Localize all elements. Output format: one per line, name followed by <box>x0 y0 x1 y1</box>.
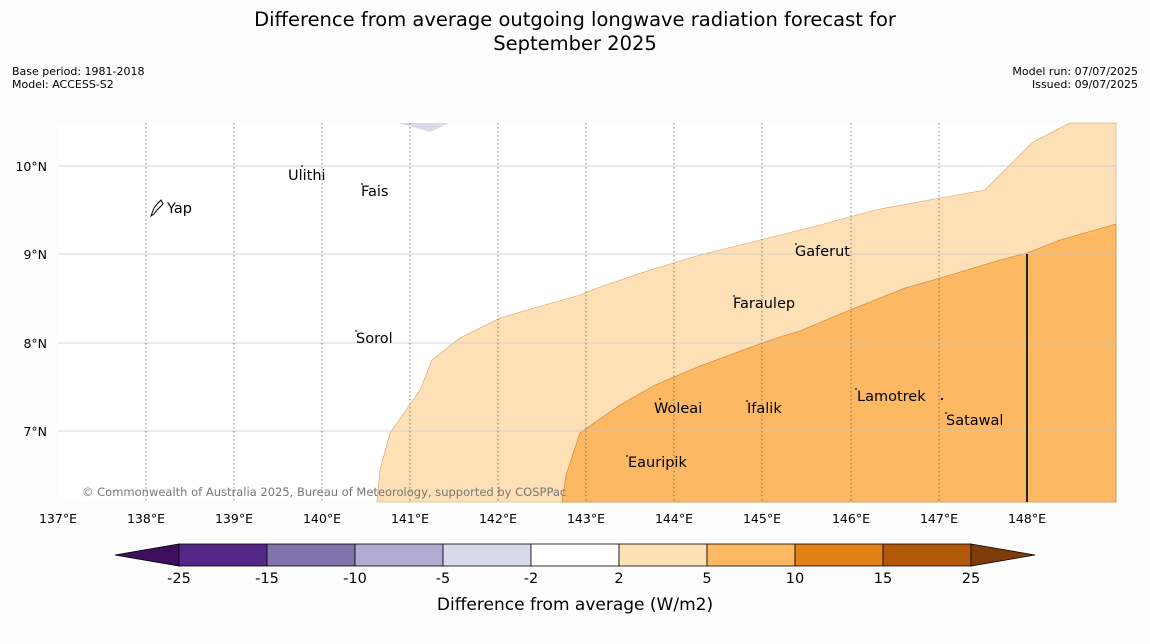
lon-tick-label: 141°E <box>391 511 429 526</box>
title-line-2: September 2025 <box>493 32 657 55</box>
colorbar-segments <box>178 543 972 567</box>
place-label-woleai: Woleai <box>654 401 702 417</box>
lon-tick-label: 145°E <box>743 511 781 526</box>
place-label-fais: Fais <box>361 184 388 200</box>
colorbar-title: Difference from average (W/m2) <box>437 595 713 615</box>
chart-title: Difference from average outgoing longwav… <box>0 8 1150 56</box>
title-line-1: Difference from average outgoing longwav… <box>254 8 896 31</box>
latitude-tick-labels: 10°N 9°N 8°N 7°N <box>15 159 47 439</box>
lon-tick-label: 142°E <box>479 511 517 526</box>
lon-tick-label: 139°E <box>215 511 253 526</box>
colorbar-segment <box>442 543 532 567</box>
colorbar-segment <box>618 543 708 567</box>
meta-left: Base period: 1981-2018 Model: ACCESS-S2 <box>12 65 144 91</box>
anomaly-region-minus-2-to-minus-5 <box>398 123 449 132</box>
colorbar-segment <box>530 543 620 567</box>
lon-tick-label: 147°E <box>920 511 958 526</box>
colorbar-legend: -25 -15 -10 -5 -2 2 5 10 15 25 Differenc… <box>114 543 1036 615</box>
issued-text: Issued: 09/07/2025 <box>1031 78 1138 91</box>
colorbar-segment <box>354 543 444 567</box>
colorbar-tick-label: 25 <box>962 571 980 587</box>
colorbar-tick-label: 2 <box>614 571 623 587</box>
lat-tick-label: 10°N <box>15 159 47 174</box>
place-label-yap: Yap <box>166 201 192 217</box>
colorbar-segment <box>178 543 268 567</box>
place-label-lamotrek: Lamotrek <box>857 389 926 405</box>
model-text: Model: ACCESS-S2 <box>12 78 114 91</box>
colorbar-tick-label: 15 <box>874 571 892 587</box>
colorbar-tick-label: -10 <box>343 571 367 587</box>
place-label-gaferut: Gaferut <box>795 244 850 260</box>
colorbar-tick-label: 5 <box>702 571 711 587</box>
lon-tick-label: 146°E <box>832 511 870 526</box>
longitude-tick-labels: 137°E 138°E 139°E 140°E 141°E 142°E 143°… <box>39 511 1046 526</box>
island-dots <box>301 165 947 457</box>
base-period-text: Base period: 1981-2018 <box>12 65 145 78</box>
lat-tick-label: 8°N <box>23 336 47 351</box>
lon-tick-label: 143°E <box>567 511 605 526</box>
lat-tick-label: 7°N <box>23 424 47 439</box>
lon-tick-label: 140°E <box>303 511 341 526</box>
meta-right: Model run: 07/07/2025 Issued: 09/07/2025 <box>1012 65 1138 91</box>
anomaly-region-5-to-10 <box>561 223 1117 503</box>
copyright-text: © Commonwealth of Australia 2025, Bureau… <box>82 485 566 499</box>
yap-island-shape <box>149 199 164 218</box>
place-label-faraulep: Faraulep <box>733 296 795 312</box>
colorbar-segment <box>794 543 884 567</box>
place-label-ulithi: Ulithi <box>288 168 326 184</box>
colorbar-tick-label: -2 <box>524 571 538 587</box>
place-label-eauripik: Eauripik <box>628 455 687 471</box>
lon-tick-label: 138°E <box>127 511 165 526</box>
colorbar-tick-label: -15 <box>255 571 279 587</box>
colorbar-tick-labels: -25 -15 -10 -5 -2 2 5 10 15 25 <box>167 571 980 587</box>
colorbar-tick-label: 10 <box>786 571 804 587</box>
lat-tick-label: 9°N <box>23 247 47 262</box>
place-label-satawal: Satawal <box>946 413 1003 429</box>
colorbar-segment <box>266 543 356 567</box>
lon-tick-label: 144°E <box>655 511 693 526</box>
place-label-ifalik: Ifalik <box>747 401 782 417</box>
place-label-sorol: Sorol <box>356 331 393 347</box>
colorbar-extend-high <box>970 543 1036 567</box>
lon-tick-label: 137°E <box>39 511 77 526</box>
colorbar-segment <box>882 543 972 567</box>
colorbar-tick-label: -5 <box>436 571 450 587</box>
model-run-text: Model run: 07/07/2025 <box>1012 65 1138 78</box>
colorbar-segment <box>706 543 796 567</box>
colorbar-tick-label: -25 <box>167 571 191 587</box>
colorbar-extend-low <box>114 543 180 567</box>
map-panel: Yap Ulithi Fais Gaferut Faraulep Sorol L… <box>58 122 1117 503</box>
longitude-gridlines <box>145 123 940 502</box>
lon-tick-label: 148°E <box>1008 511 1046 526</box>
